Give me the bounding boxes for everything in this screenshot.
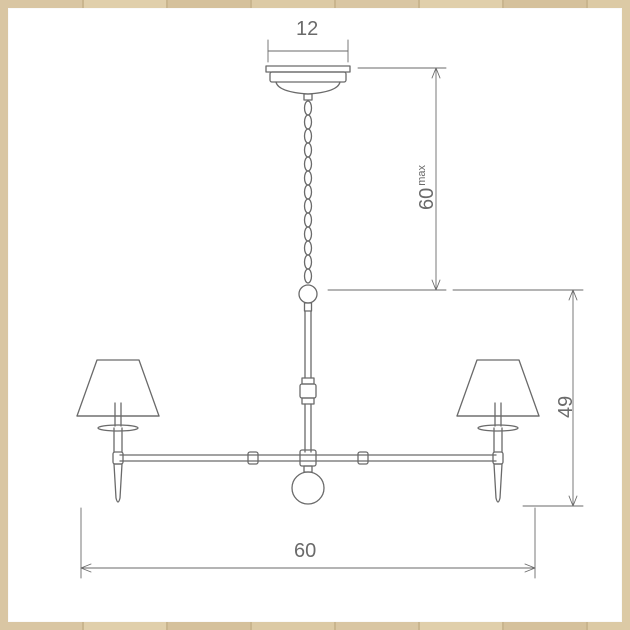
dim-fixture-height: 49 <box>555 396 578 418</box>
dim-value: 60 <box>416 188 438 210</box>
chandelier-diagram <box>8 8 622 622</box>
dim-fixture-width: 60 <box>294 540 316 563</box>
dim-value: 49 <box>555 396 577 418</box>
dim-value: 12 <box>296 18 318 40</box>
dim-value: 60 <box>294 540 316 562</box>
dim-chain-drop: 60 max <box>416 165 439 210</box>
dim-canopy-width: 12 <box>296 18 318 41</box>
dim-suffix: max <box>416 165 428 186</box>
